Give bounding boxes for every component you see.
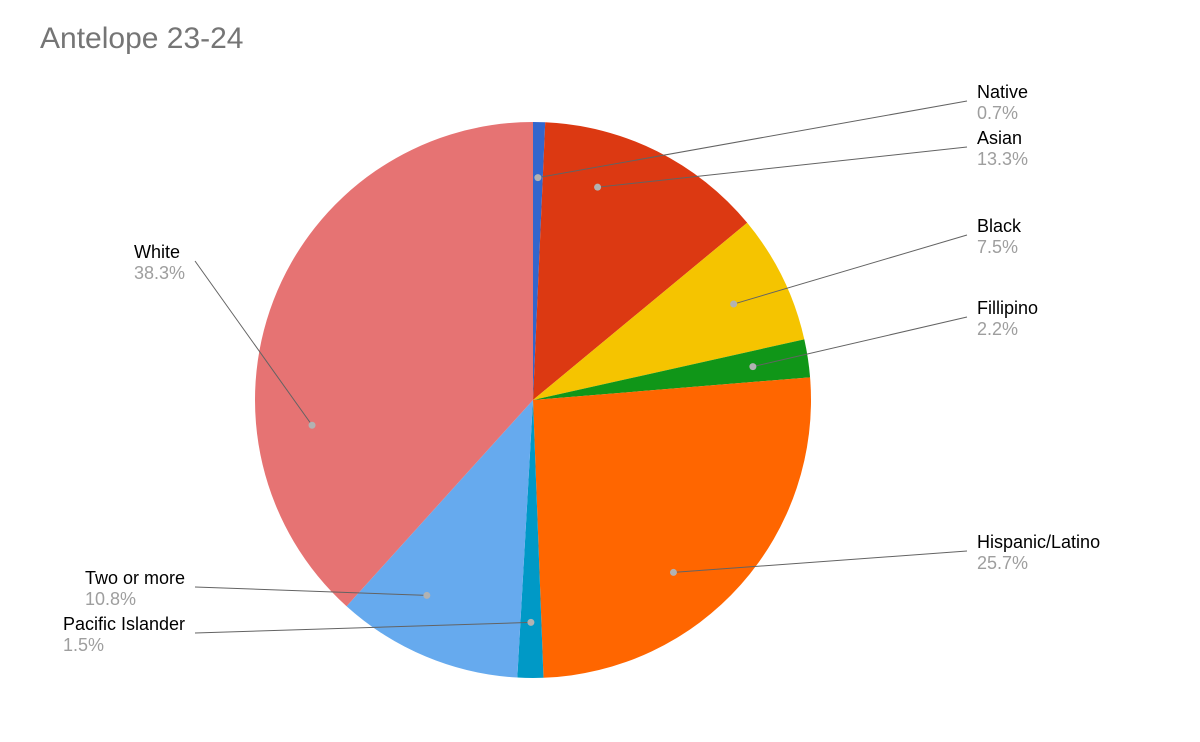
slice-label: Native0.7% <box>977 82 1028 123</box>
slice-label-pct: 1.5% <box>63 635 185 656</box>
slice-label: Two or more10.8% <box>85 568 185 609</box>
slice-label: Black7.5% <box>977 216 1021 257</box>
leader-dot <box>670 569 677 576</box>
slice-label-pct: 0.7% <box>977 103 1028 124</box>
slice-label-pct: 25.7% <box>977 553 1100 574</box>
leader-dot <box>423 592 430 599</box>
slice-label-name: Asian <box>977 128 1028 149</box>
slice-label-pct: 38.3% <box>134 263 185 284</box>
slice-label-name: Native <box>977 82 1028 103</box>
slice-label-pct: 7.5% <box>977 237 1021 258</box>
leader-dot <box>749 363 756 370</box>
slice-label: Pacific Islander1.5% <box>63 614 185 655</box>
slice-label: Fillipino2.2% <box>977 298 1038 339</box>
slice-label-name: Fillipino <box>977 298 1038 319</box>
leader-dot <box>527 619 534 626</box>
pie-slice <box>533 377 811 677</box>
slice-label-name: Pacific Islander <box>63 614 185 635</box>
slice-label-name: Two or more <box>85 568 185 589</box>
leader-dot <box>730 301 737 308</box>
slice-label-pct: 10.8% <box>85 589 185 610</box>
slice-label-pct: 13.3% <box>977 149 1028 170</box>
slice-label: Hispanic/Latino25.7% <box>977 532 1100 573</box>
slice-label-name: Black <box>977 216 1021 237</box>
slice-label-name: Hispanic/Latino <box>977 532 1100 553</box>
leader-dot <box>594 184 601 191</box>
slice-label: White38.3% <box>134 242 185 283</box>
slice-label: Asian13.3% <box>977 128 1028 169</box>
leader-dot <box>534 174 541 181</box>
leader-dot <box>309 422 316 429</box>
slice-label-name: White <box>134 242 185 263</box>
slice-label-pct: 2.2% <box>977 319 1038 340</box>
